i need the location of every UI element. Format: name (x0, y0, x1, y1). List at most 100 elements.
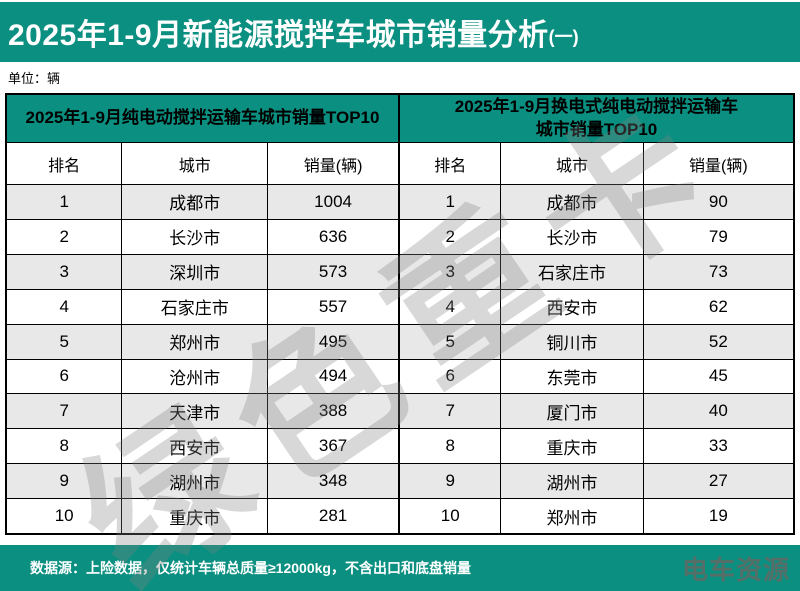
rank-cell: 3 (7, 254, 123, 289)
rank-cell: 5 (7, 324, 123, 359)
rank-cell: 7 (7, 394, 123, 429)
table-left-column-headers: 排名 城市 销量(辆) (7, 143, 398, 185)
unit-label: 单位：辆 (0, 62, 800, 93)
city-cell: 湖州市 (122, 464, 269, 499)
sales-cell: 19 (708, 506, 728, 526)
city-cell: 深圳市 (122, 254, 269, 289)
rank-cell: 4 (7, 289, 123, 324)
column-header-rank: 排名 (400, 143, 502, 184)
sales-cell: 52 (708, 331, 728, 351)
table-row: 8 西安市 367 (7, 429, 398, 465)
column-header-rank: 排名 (7, 143, 123, 184)
table-row: 9 湖州市 27 (400, 464, 793, 500)
rank-cell: 9 (7, 464, 123, 499)
rank-cell: 5 (400, 324, 502, 359)
city-cell: 石家庄市 (501, 254, 644, 289)
city-cell: 铜川市 (501, 324, 644, 359)
table-row: 8 重庆市 33 (400, 429, 793, 465)
rank-cell: 7 (400, 394, 502, 429)
table-row: 5 郑州市 495 (7, 324, 398, 360)
table-row: 6 沧州市 494 (7, 359, 398, 395)
city-cell: 成都市 (122, 185, 269, 219)
tables-container: 2025年1-9月纯电动搅拌运输车城市销量TOP10 排名 城市 销量(辆) 1… (5, 93, 795, 535)
column-header-sales: 销量(辆) (688, 157, 748, 175)
sales-cell: 73 (708, 261, 728, 281)
city-cell: 石家庄市 (122, 289, 269, 324)
table-row: 10 郑州市 19 (400, 499, 793, 534)
brand-logo: 电车资源 (681, 554, 790, 585)
title-bar: 2025年1-9月新能源搅拌车城市销量分析 (一) (0, 2, 800, 62)
table-row: 3 石家庄市 73 (400, 254, 793, 290)
table-row: 10 重庆市 281 (7, 499, 398, 534)
sales-cell: 79 (708, 226, 728, 246)
table-row: 4 西安市 62 (400, 289, 793, 325)
sales-cell: 90 (708, 191, 728, 211)
table-row: 7 天津市 388 (7, 394, 398, 430)
sales-cell: 495 (318, 331, 348, 351)
rank-cell: 3 (400, 254, 502, 289)
rank-cell: 2 (400, 219, 502, 254)
table-pure-electric: 2025年1-9月纯电动搅拌运输车城市销量TOP10 排名 城市 销量(辆) 1… (7, 95, 400, 534)
sales-cell: 40 (708, 401, 728, 421)
city-cell: 长沙市 (501, 219, 644, 254)
city-cell: 沧州市 (122, 359, 269, 394)
city-cell: 成都市 (501, 185, 644, 219)
sales-cell: 494 (318, 366, 348, 386)
table-row: 9 湖州市 348 (7, 464, 398, 500)
city-cell: 湖州市 (501, 464, 644, 499)
sales-cell: 45 (708, 366, 728, 386)
sales-cell: 281 (318, 506, 348, 526)
rank-cell: 10 (400, 499, 502, 534)
city-cell: 西安市 (501, 289, 644, 324)
table-right-column-headers: 排名 城市 销量(辆) (400, 143, 793, 185)
city-cell: 长沙市 (122, 219, 269, 254)
sales-cell: 348 (318, 471, 348, 491)
sales-cell: 1004 (314, 191, 352, 211)
city-cell: 西安市 (122, 429, 269, 464)
table-left-rows: 1 成都市 1004 2 长沙市 636 3 深圳市 573 4 石家庄市 557 5 郑州市 495 6 沧州… (7, 185, 398, 534)
city-cell: 重庆市 (122, 499, 269, 534)
sales-cell: 33 (708, 436, 728, 456)
rank-cell: 4 (400, 289, 502, 324)
city-cell: 郑州市 (122, 324, 269, 359)
table-row: 3 深圳市 573 (7, 254, 398, 290)
rank-cell: 9 (400, 464, 502, 499)
table-row: 2 长沙市 79 (400, 219, 793, 255)
sales-cell: 388 (318, 401, 348, 421)
table-row: 6 东莞市 45 (400, 359, 793, 395)
table-row: 1 成都市 1004 (7, 185, 398, 220)
table-right-title: 2025年1-9月换电式纯电动搅拌运输车 城市销量TOP10 (400, 95, 793, 143)
city-cell: 重庆市 (501, 429, 644, 464)
table-left-title: 2025年1-9月纯电动搅拌运输车城市销量TOP10 (7, 95, 398, 143)
city-cell: 东莞市 (501, 359, 644, 394)
table-row: 2 长沙市 636 (7, 219, 398, 255)
data-source-note: 数据源：上险数据，仅统计车辆总质量≥12000kg，不含出口和底盘销量 (30, 560, 471, 576)
sales-cell: 62 (708, 296, 728, 316)
column-header-sales: 销量(辆) (303, 157, 363, 175)
city-cell: 天津市 (122, 394, 269, 429)
sales-cell: 636 (318, 226, 348, 246)
table-row: 4 石家庄市 557 (7, 289, 398, 325)
city-cell: 厦门市 (501, 394, 644, 429)
table-battery-swap: 2025年1-9月换电式纯电动搅拌运输车 城市销量TOP10 排名 城市 销量(… (400, 95, 793, 534)
sales-cell: 573 (318, 261, 348, 281)
page-title-suffix: (一) (548, 27, 579, 47)
sales-cell: 367 (318, 436, 348, 456)
city-cell: 郑州市 (501, 499, 644, 534)
sales-cell: 557 (318, 296, 348, 316)
column-header-city: 城市 (122, 143, 269, 184)
column-header-city: 城市 (501, 143, 644, 184)
rank-cell: 6 (400, 359, 502, 394)
footer-bar: 数据源：上险数据，仅统计车辆总质量≥12000kg，不含出口和底盘销量 电车资源 (0, 545, 800, 591)
rank-cell: 10 (7, 499, 123, 534)
rank-cell: 2 (7, 219, 123, 254)
table-row: 5 铜川市 52 (400, 324, 793, 360)
table-row: 7 厦门市 40 (400, 394, 793, 430)
rank-cell: 1 (400, 185, 502, 219)
page-title: 2025年1-9月新能源搅拌车城市销量分析 (8, 19, 549, 52)
rank-cell: 6 (7, 359, 123, 394)
rank-cell: 8 (7, 429, 123, 464)
rank-cell: 8 (400, 429, 502, 464)
sales-cell: 27 (708, 471, 728, 491)
